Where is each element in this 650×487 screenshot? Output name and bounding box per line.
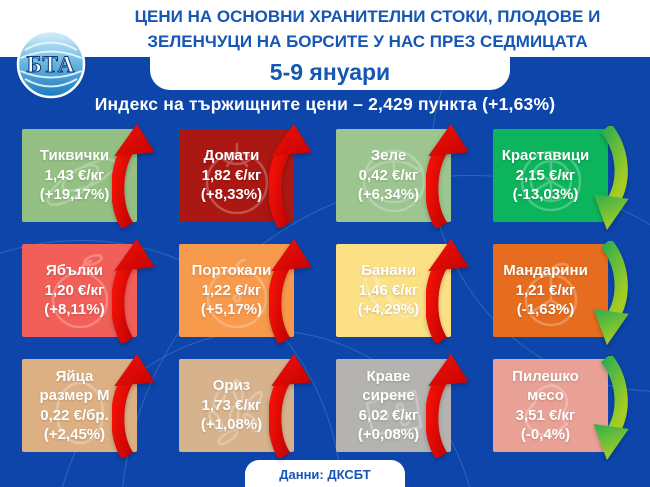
price-tiles-grid: Тиквички 1,43 €/кг (+19,17%) Домати 1,82 €/к… bbox=[22, 123, 629, 461]
product-price: 6,02 €/кг bbox=[358, 406, 419, 424]
product-price: 1,46 €/кг bbox=[358, 281, 419, 299]
trend-up-arrow-icon bbox=[112, 238, 155, 343]
product-change: (+19,17%) bbox=[39, 186, 110, 204]
tile-text: Пилешко месо 3,51 €/кг (-0,4%) bbox=[493, 359, 608, 452]
product-price: 2,15 €/кг bbox=[515, 166, 576, 184]
product-change: (-1,63%) bbox=[516, 301, 575, 319]
chicken-icon bbox=[524, 383, 568, 436]
product-name: Зеле bbox=[370, 147, 407, 165]
product-price: 0,22 €/бр. bbox=[40, 406, 109, 424]
page-title-line1: ЦЕНИ НА ОСНОВНИ ХРАНИТЕЛНИ СТОКИ, ПЛОДОВ… bbox=[134, 7, 601, 26]
tile-text: Ориз 1,73 €/кг (+1,08%) bbox=[179, 359, 294, 452]
logo-text: БТА bbox=[27, 52, 76, 77]
product-name: Домати bbox=[203, 147, 260, 165]
tile-text: Краставици 2,15 €/кг (-13,03%) bbox=[493, 129, 608, 222]
rice-icon bbox=[207, 378, 263, 445]
price-tile: Яйца размер М 0,22 €/бр. (+2,45%) bbox=[22, 353, 155, 458]
price-tile: Мандарини 1,21 €/кг (-1,63%) bbox=[493, 241, 629, 346]
egg-icon bbox=[55, 381, 104, 444]
tile-text: Тиквички 1,43 €/кг (+19,17%) bbox=[22, 129, 137, 222]
tile-text: Домати 1,82 €/кг (+8,33%) bbox=[179, 129, 294, 222]
trend-up-arrow-icon bbox=[269, 353, 312, 458]
trend-down-arrow-icon bbox=[593, 356, 629, 461]
tile-text: Ябълки 1,20 €/кг (+8,11%) bbox=[22, 244, 137, 337]
product-change: (+5,17%) bbox=[200, 301, 263, 319]
trend-up-arrow-icon bbox=[112, 123, 155, 228]
product-price: 1,22 €/кг bbox=[201, 281, 262, 299]
product-change: (+0,08%) bbox=[357, 426, 420, 443]
data-source-label: Данни: ДКСБТ bbox=[279, 467, 371, 482]
tile-text: Яйца размер М 0,22 €/бр. (+2,45%) bbox=[22, 359, 137, 452]
price-tile: Тиквички 1,43 €/кг (+19,17%) bbox=[22, 123, 155, 228]
mandarin-icon bbox=[524, 262, 577, 326]
cheese-icon bbox=[365, 389, 422, 436]
cabbage-icon bbox=[362, 149, 425, 212]
product-name: Пилешко месо bbox=[512, 367, 579, 405]
product-change: (+8,33%) bbox=[200, 186, 263, 204]
product-name: Краставици bbox=[501, 147, 590, 165]
product-name: Мандарини bbox=[503, 262, 588, 280]
product-change: (+2,45%) bbox=[43, 426, 106, 443]
trend-up-arrow-icon bbox=[426, 353, 469, 458]
trend-down-arrow-icon bbox=[593, 126, 629, 231]
header-band: ЦЕНИ НА ОСНОВНИ ХРАНИТЕЛНИ СТОКИ, ПЛОДОВ… bbox=[0, 0, 650, 57]
price-tile: Ориз 1,73 €/кг (+1,08%) bbox=[179, 353, 312, 458]
product-change: (+1,08%) bbox=[200, 416, 263, 434]
product-price: 1,43 €/кг bbox=[44, 166, 105, 184]
tomato-icon bbox=[205, 142, 268, 214]
page-title-line2: ЗЕЛЕНЧУЦИ НА БОРСИТЕ У НАС ПРЕЗ СЕДМИЦАТ… bbox=[147, 31, 588, 51]
product-name: Ориз bbox=[212, 377, 251, 395]
price-tile: Краставици 2,15 €/кг (-13,03%) bbox=[493, 126, 629, 231]
product-name: Краве сирене bbox=[362, 367, 415, 405]
price-tile: Зеле 0,42 €/кг (+6,34%) bbox=[336, 123, 469, 228]
tile-text: Банани 1,46 €/кг (+4,29%) bbox=[336, 244, 451, 337]
trend-up-arrow-icon bbox=[112, 353, 155, 458]
tile-text: Мандарини 1,21 €/кг (-1,63%) bbox=[493, 244, 608, 337]
apple-icon bbox=[51, 253, 108, 328]
zucchini-icon bbox=[46, 157, 117, 206]
price-tile: Ябълки 1,20 €/кг (+8,11%) bbox=[22, 238, 155, 343]
cucumber-icon bbox=[520, 150, 581, 211]
product-price: 1,82 €/кг bbox=[201, 166, 262, 184]
market-index-line: Индекс на тържищните цени – 2,429 пункта… bbox=[94, 94, 556, 114]
trend-up-arrow-icon bbox=[426, 238, 469, 343]
product-name: Портокали bbox=[191, 262, 272, 280]
trend-up-arrow-icon bbox=[269, 238, 312, 343]
date-range-label: 5-9 януари bbox=[269, 59, 391, 85]
bta-logo: БТА bbox=[16, 29, 86, 99]
price-tile: Пилешко месо 3,51 €/кг (-0,4%) bbox=[493, 356, 629, 461]
product-name: Тиквички bbox=[39, 147, 110, 165]
tile-text: Портокали 1,22 €/кг (+5,17%) bbox=[179, 244, 294, 337]
trend-down-arrow-icon bbox=[593, 241, 629, 346]
product-price: 1,73 €/кг bbox=[201, 396, 262, 414]
product-price: 3,51 €/кг bbox=[515, 406, 576, 424]
product-name: Банани bbox=[361, 262, 416, 280]
page-title: ЦЕНИ НА ОСНОВНИ ХРАНИТЕЛНИ СТОКИ, ПЛОДОВ… bbox=[95, 5, 640, 54]
data-source-badge: Данни: ДКСБТ bbox=[245, 460, 405, 487]
product-change: (-0,4%) bbox=[520, 426, 571, 443]
price-tile: Домати 1,82 €/кг (+8,33%) bbox=[179, 123, 312, 228]
product-change: (-13,03%) bbox=[512, 186, 579, 204]
product-change: (+4,29%) bbox=[357, 301, 420, 319]
logo-latitude-lines bbox=[20, 41, 82, 88]
logo-globe bbox=[16, 29, 86, 99]
orange-icon bbox=[206, 258, 267, 328]
tile-text: Зеле 0,42 €/кг (+6,34%) bbox=[336, 129, 451, 222]
product-change: (+8,11%) bbox=[44, 301, 105, 319]
price-tile: Портокали 1,22 €/кг (+5,17%) bbox=[179, 238, 312, 343]
product-name: Яйца размер М bbox=[39, 367, 110, 405]
product-price: 0,42 €/кг bbox=[358, 166, 419, 184]
product-change: (+6,34%) bbox=[357, 186, 420, 204]
product-price: 1,20 €/кг bbox=[44, 281, 105, 299]
product-name: Ябълки bbox=[45, 262, 104, 280]
product-price: 1,21 €/кг bbox=[515, 281, 576, 299]
tile-text: Краве сирене 6,02 €/кг (+0,08%) bbox=[336, 359, 451, 452]
banana-icon bbox=[363, 270, 418, 318]
price-tile: Краве сирене 6,02 €/кг (+0,08%) bbox=[336, 353, 469, 458]
trend-up-arrow-icon bbox=[269, 123, 312, 228]
trend-up-arrow-icon bbox=[426, 123, 469, 228]
price-tile: Банани 1,46 €/кг (+4,29%) bbox=[336, 238, 469, 343]
date-range-tab: 5-9 януари bbox=[150, 57, 510, 90]
